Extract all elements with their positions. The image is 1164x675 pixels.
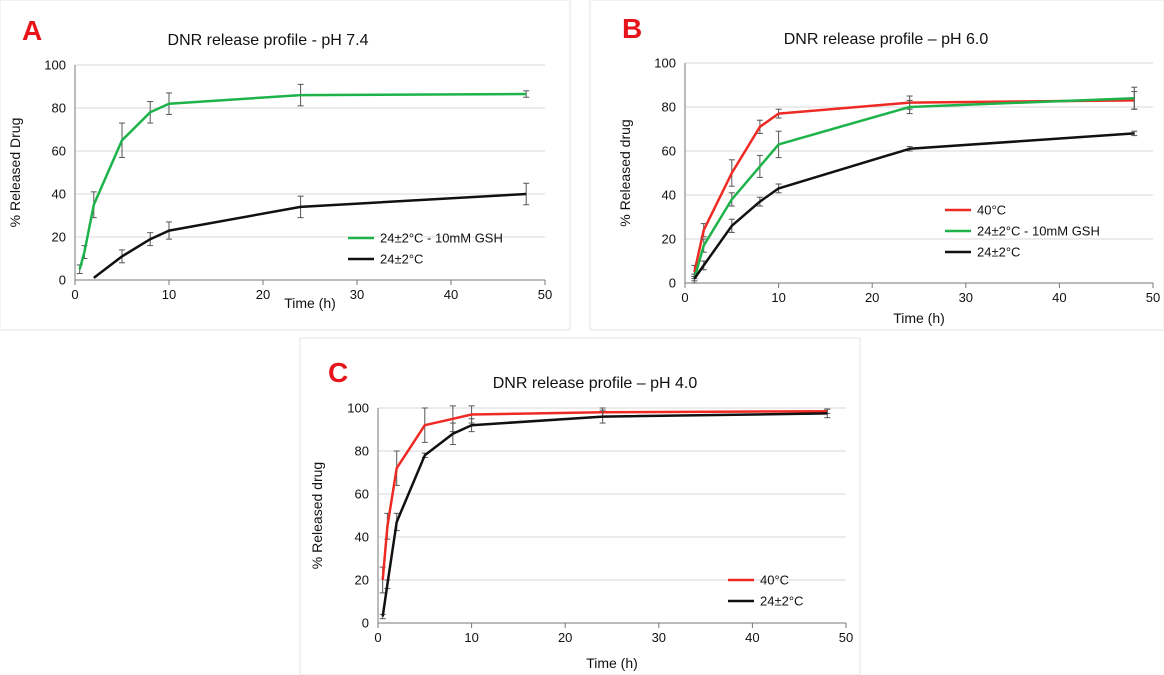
y-tick-label: 40 — [662, 188, 676, 203]
x-tick-label: 50 — [1146, 290, 1160, 305]
series-line — [78, 92, 527, 270]
legend-label: 24±2°C — [380, 252, 423, 267]
y-tick-label: 20 — [662, 232, 676, 247]
chart-panel-b: B DNR release profile – pH 6.0 0 20 40 60 80 10… — [589, 0, 1164, 331]
series-line — [693, 132, 1135, 280]
y-tick-label: 0 — [669, 276, 676, 291]
x-tick-label: 30 — [652, 630, 666, 645]
x-tick-label: 20 — [558, 630, 572, 645]
series-2 — [93, 182, 530, 279]
legend: 40°C 24±2°C — [728, 573, 803, 609]
panel-background — [589, 0, 1164, 331]
panel-background — [299, 337, 861, 675]
y-tick-label: 60 — [662, 144, 676, 159]
legend-label: 24±2°C — [760, 594, 803, 609]
x-tick-label: 0 — [374, 630, 381, 645]
x-tick-label: 10 — [771, 290, 785, 305]
y-tick-label: 100 — [347, 401, 369, 416]
chart-title: DNR release profile - pH 7.4 — [168, 32, 369, 49]
y-tick-label: 60 — [355, 487, 369, 502]
chart-title: DNR release profile – pH 4.0 — [493, 375, 698, 392]
panel-letter-c: C — [328, 357, 348, 388]
y-axis-label: % Released Drug — [7, 118, 23, 228]
y-axis-label: % Released drug — [309, 462, 325, 569]
y-tick-label: 100 — [654, 56, 676, 71]
y-tick-label: 20 — [52, 230, 66, 245]
x-tick-label: 0 — [71, 287, 78, 302]
series-line — [381, 412, 828, 617]
series-2 — [691, 86, 1138, 284]
y-tick-label: 80 — [52, 101, 66, 116]
y-tick-label: 0 — [362, 616, 369, 631]
legend-label: 40°C — [760, 573, 789, 588]
y-tick-label: 20 — [355, 573, 369, 588]
x-tick-label: 40 — [745, 630, 759, 645]
x-axis-label: Time (h) — [586, 655, 638, 671]
panel-background — [0, 0, 571, 331]
legend: 40°C 24±2°C - 10mM GSH 24±2°C — [945, 203, 1100, 260]
y-axis-label: % Released drug — [617, 119, 633, 226]
panel-letter-a: A — [22, 15, 42, 46]
chart-panel-a: A DNR release profile - pH 7.4 0 20 40 60 80 10… — [0, 0, 571, 331]
y-tick-label: 100 — [44, 58, 66, 73]
x-tick-label: 20 — [865, 290, 879, 305]
x-tick-label: 10 — [464, 630, 478, 645]
x-tick-label: 50 — [839, 630, 853, 645]
x-tick-label: 0 — [681, 290, 688, 305]
series-1 — [76, 83, 530, 275]
legend-label: 24±2°C - 10mM GSH — [977, 224, 1100, 239]
x-tick-label: 10 — [162, 287, 176, 302]
panel-letter-b: B — [622, 13, 642, 44]
y-tick-label: 40 — [52, 187, 66, 202]
y-tick-label: 80 — [662, 100, 676, 115]
series-3 — [691, 130, 1138, 282]
series-2 — [379, 408, 831, 620]
legend-label: 24±2°C - 10mM GSH — [380, 231, 503, 246]
x-tick-label: 20 — [256, 287, 270, 302]
chart-title: DNR release profile – pH 6.0 — [784, 31, 989, 48]
legend-label: 24±2°C — [977, 245, 1020, 260]
y-tick-label: 40 — [355, 530, 369, 545]
x-tick-label: 30 — [959, 290, 973, 305]
x-tick-label: 50 — [538, 287, 552, 302]
series-line — [93, 192, 527, 279]
y-tick-label: 80 — [355, 444, 369, 459]
y-tick-label: 60 — [52, 144, 66, 159]
x-tick-label: 40 — [1052, 290, 1066, 305]
y-tick-label: 0 — [59, 273, 66, 288]
legend-label: 40°C — [977, 203, 1006, 218]
x-tick-label: 40 — [444, 287, 458, 302]
chart-panel-c: C DNR release profile – pH 4.0 0 20 40 60 80 10… — [299, 337, 861, 675]
series-line — [381, 409, 828, 581]
legend: 24±2°C - 10mM GSH 24±2°C — [348, 231, 503, 267]
x-axis-label: Time (h) — [893, 310, 945, 326]
x-axis-label: Time (h) — [284, 295, 336, 311]
series-line — [693, 96, 1135, 279]
x-tick-label: 30 — [350, 287, 364, 302]
